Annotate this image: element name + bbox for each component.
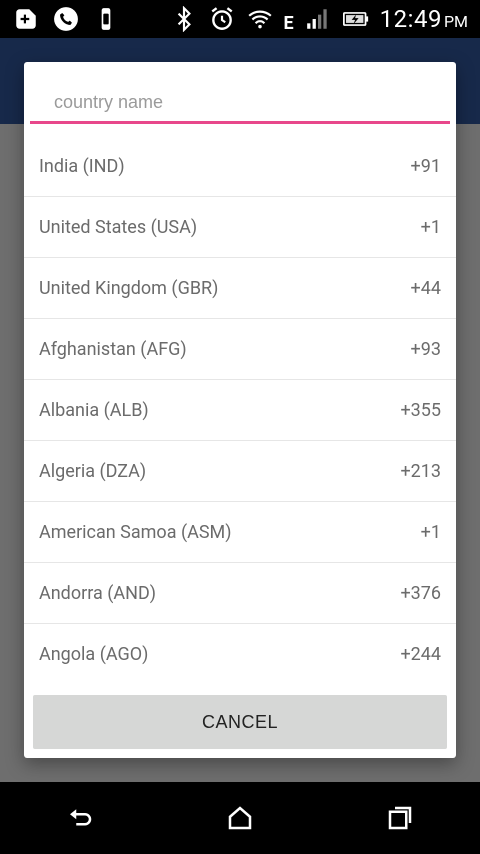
dial-code: +93 (410, 338, 441, 360)
alarm-icon (208, 5, 236, 33)
country-name: United States (USA) (39, 216, 198, 238)
battery-charging-icon (342, 5, 370, 33)
back-icon (70, 809, 92, 826)
dial-code: +376 (400, 582, 441, 604)
recents-button[interactable] (370, 788, 430, 848)
country-row[interactable]: Angola (AGO) +244 (24, 624, 456, 683)
country-name: Afghanistan (AFG) (39, 338, 187, 360)
dial-code: +244 (400, 643, 441, 665)
recents-icon (388, 806, 412, 830)
country-row[interactable]: United Kingdom (GBR) +44 (24, 258, 456, 319)
dial-code: +213 (400, 460, 441, 482)
country-row[interactable]: Albania (ALB) +355 (24, 380, 456, 441)
country-row[interactable]: Afghanistan (AFG) +93 (24, 319, 456, 380)
watch-icon (92, 5, 120, 33)
time-text: 12:49 (379, 5, 442, 33)
country-name: American Samoa (ASM) (39, 521, 232, 543)
dial-code: +355 (400, 399, 441, 421)
home-button[interactable] (210, 788, 270, 848)
dial-code: +1 (420, 216, 441, 238)
country-name: Andorra (AND) (39, 582, 157, 604)
search-underline (30, 121, 450, 124)
status-bar: E 12:49 PM (0, 0, 480, 38)
signal-icon (304, 5, 332, 33)
country-name: United Kingdom (GBR) (39, 277, 219, 299)
country-row[interactable]: Algeria (DZA) +213 (24, 441, 456, 502)
country-row[interactable]: American Samoa (ASM) +1 (24, 502, 456, 563)
dial-code: +91 (410, 155, 441, 177)
ampm-text: PM (443, 12, 468, 31)
network-type: E (283, 12, 294, 34)
country-name: Angola (AGO) (39, 643, 149, 665)
search-field-container (24, 62, 456, 134)
home-icon (228, 806, 252, 830)
bluetooth-icon (170, 5, 198, 33)
add-box-icon (12, 5, 40, 33)
country-name: India (IND) (39, 155, 125, 177)
dial-code: +44 (410, 277, 441, 299)
wifi-icon (246, 5, 274, 33)
country-row[interactable]: Andorra (AND) +376 (24, 563, 456, 624)
phone-icon (52, 5, 80, 33)
country-name: Algeria (DZA) (39, 460, 147, 482)
cancel-button[interactable]: CANCEL (33, 695, 447, 749)
navigation-bar (0, 782, 480, 854)
clock: 12:49 PM (380, 5, 468, 33)
dial-code: +1 (420, 521, 441, 543)
country-name: Albania (ALB) (39, 399, 149, 421)
country-row[interactable]: India (IND) +91 (24, 136, 456, 197)
country-search-input[interactable] (30, 80, 450, 124)
country-list[interactable]: India (IND) +91 United States (USA) +1 Unite… (24, 136, 456, 683)
country-row[interactable]: United States (USA) +1 (24, 197, 456, 258)
back-button[interactable] (50, 788, 110, 848)
